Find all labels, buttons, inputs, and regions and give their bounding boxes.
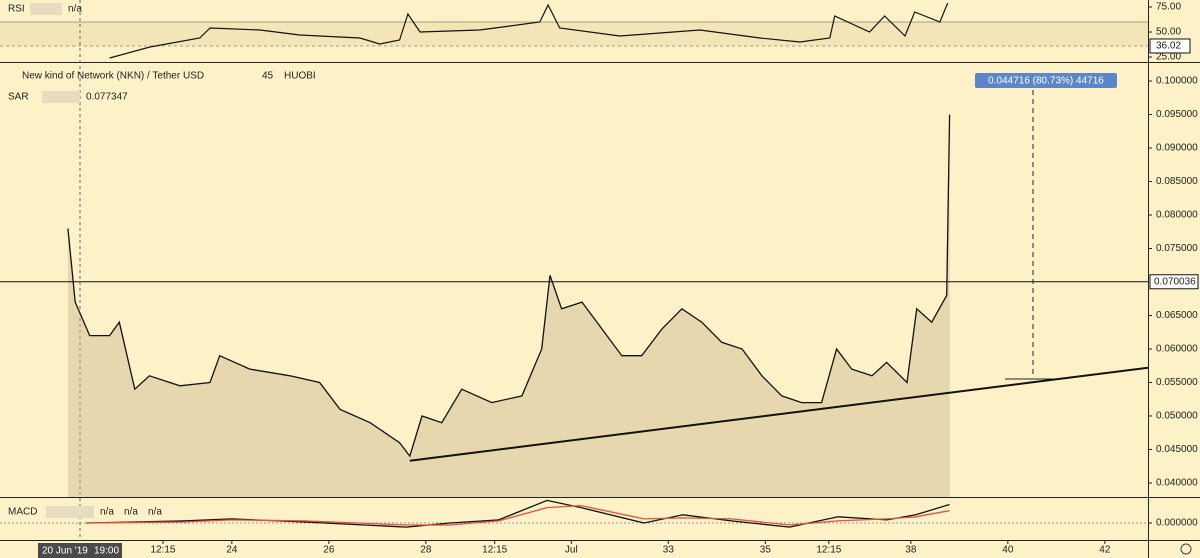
y-tick-label: 0.100000 (1156, 76, 1198, 87)
x-tick-label: 33 (663, 545, 675, 556)
sar-value: 0.077347 (86, 92, 128, 103)
rsi-last-bg (1149, 38, 1191, 54)
x-tick-label: Jul (565, 545, 578, 556)
macd-title: MACD (8, 507, 37, 518)
settings-icon[interactable] (1180, 543, 1192, 555)
trendline (409, 366, 1149, 462)
x-tick-label: 24 (226, 545, 238, 556)
symbol-title: New kind of Network (NKN) / Tether USD (22, 71, 204, 82)
measure-label-bg (975, 73, 1117, 88)
rsi-line (109, 2, 949, 59)
y-tick-label: 50.00 (1156, 27, 1181, 38)
y-tick-label: 0.060000 (1156, 344, 1198, 355)
y-tick-label: 0.000000 (1156, 518, 1198, 529)
level-label: 0.070036 (1154, 276, 1196, 287)
y-tick-label: 0.085000 (1156, 176, 1198, 187)
x-tick-label: 26 (323, 545, 335, 556)
x-tick-label: 38 (905, 545, 917, 556)
x-tick-label: 12:15 (150, 545, 175, 556)
y-tick-label: 0.055000 (1156, 377, 1198, 388)
y-tick-label: 0.075000 (1156, 243, 1198, 254)
exchange: HUOBI (284, 71, 316, 82)
y-tick-label: 25.00 (1156, 52, 1181, 63)
y-tick-label: 0.040000 (1156, 478, 1198, 489)
x-tick-label: 42 (1099, 545, 1111, 556)
macd-value: n/a (124, 507, 138, 518)
icons (42, 91, 80, 103)
x-tick-label: 28 (420, 545, 432, 556)
rsi-last-label: 36.02 (1156, 41, 1181, 52)
y-tick-label: 75.00 (1156, 2, 1181, 13)
y-tick-label: 0.080000 (1156, 210, 1198, 221)
price-area (67, 114, 950, 497)
rsi-value: n/a (68, 4, 82, 15)
y-tick-label: 0.095000 (1156, 109, 1198, 120)
y-tick-label: 0.090000 (1156, 143, 1198, 154)
measure-label: 0.044716 (80.73%) 44716 (988, 76, 1104, 87)
macd-line (86, 504, 950, 526)
y-tick-label: 0.050000 (1156, 411, 1198, 422)
x-tick-label: 35 (760, 545, 772, 556)
rsi-title: RSI (8, 4, 25, 15)
x-tick-label: 12:15 (816, 545, 841, 556)
rsi-band (0, 22, 1148, 46)
macd-value: n/a (100, 507, 114, 518)
y-tick-label: 0.065000 (1156, 310, 1198, 321)
sar-title: SAR (8, 92, 29, 103)
crosshair-label-bg (38, 543, 122, 558)
icons (30, 3, 62, 15)
x-tick-label: 40 (1002, 545, 1014, 556)
crosshair-date: 20 Jun '19 (42, 546, 88, 557)
price-line (67, 114, 951, 458)
y-tick-label: 0.045000 (1156, 444, 1198, 455)
x-tick-label: 12:15 (482, 545, 507, 556)
icons (46, 506, 94, 518)
crosshair-time: 19:00 (94, 546, 119, 557)
macd-value: n/a (148, 507, 162, 518)
level-label-bg (1149, 274, 1199, 290)
interval: 45 (262, 71, 274, 82)
